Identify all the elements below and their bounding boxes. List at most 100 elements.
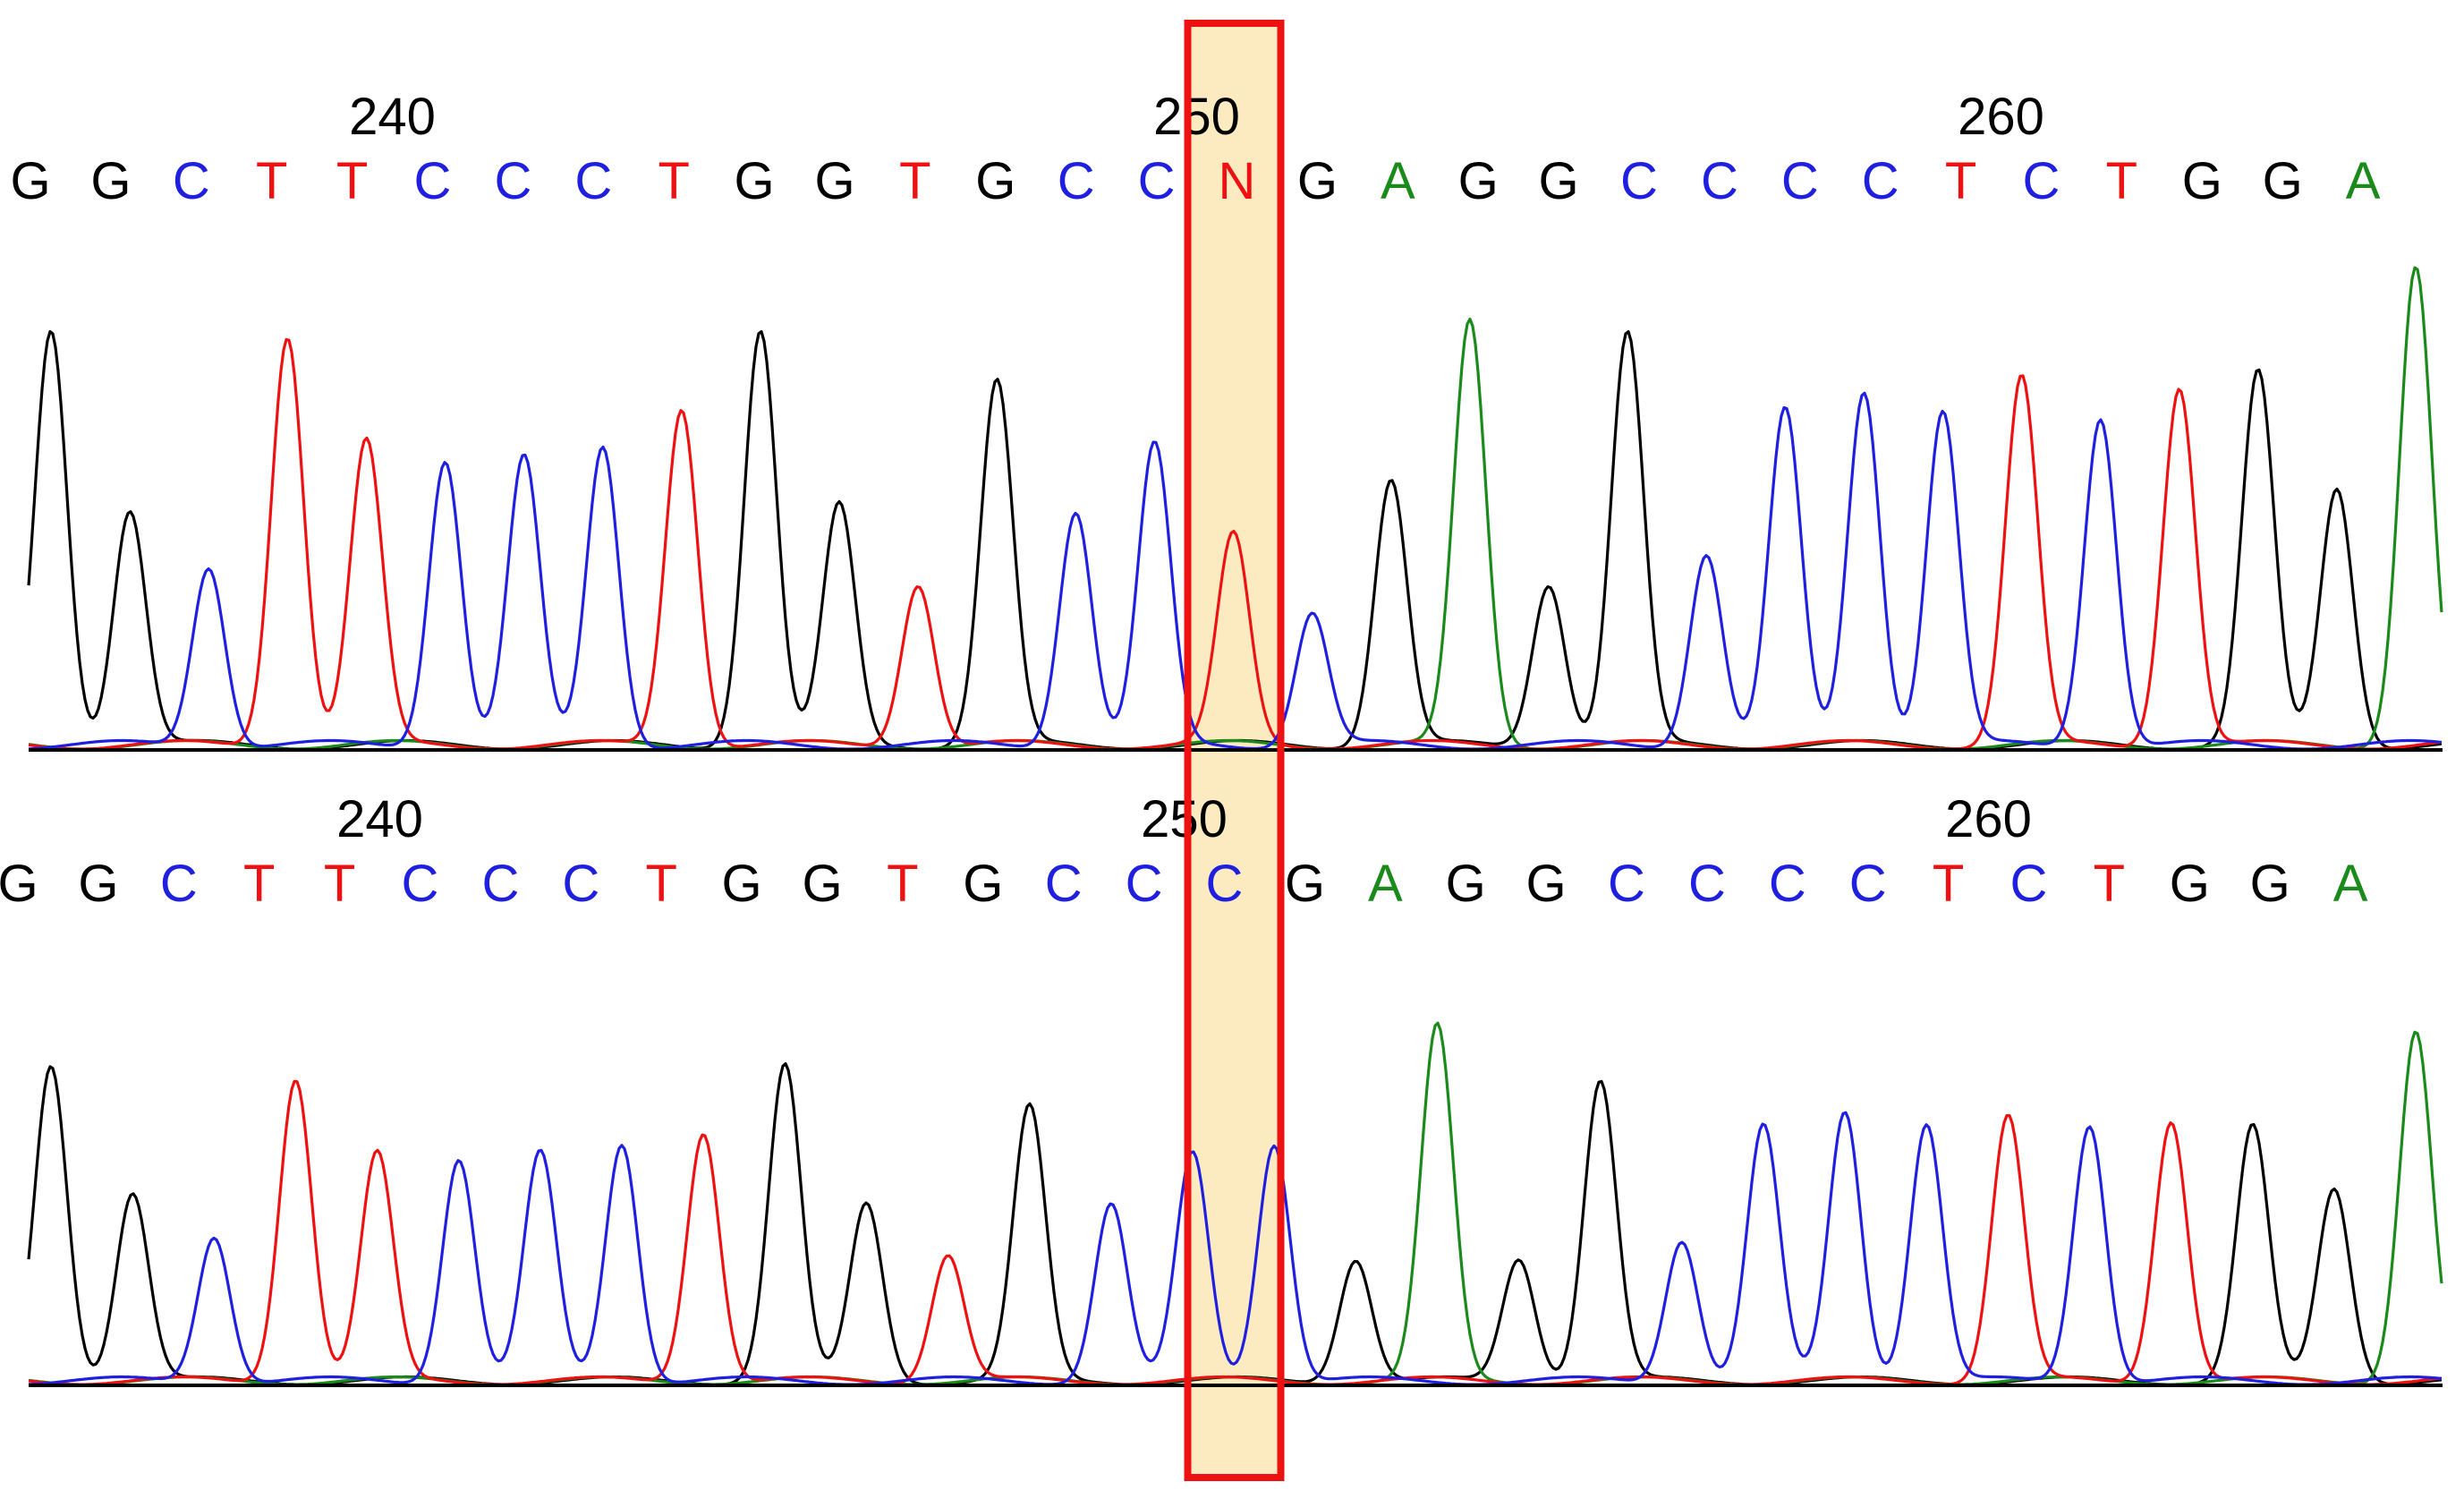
peak-20 xyxy=(1681,1242,1683,1244)
base-call-8: T xyxy=(645,855,676,913)
peak-22 xyxy=(1784,415,1786,417)
peak-19 xyxy=(1600,1085,1602,1086)
peak-4 xyxy=(377,1157,378,1159)
position-label-240: 240 xyxy=(336,790,423,848)
base-call-2: C xyxy=(160,855,198,913)
base-call-1: G xyxy=(90,152,131,210)
base-call-18: G xyxy=(1458,152,1499,210)
base-call-10: G xyxy=(802,855,842,913)
peak-0 xyxy=(50,1069,52,1070)
peak-29 xyxy=(2415,1035,2417,1036)
peak-24 xyxy=(1941,415,1943,417)
base-call-11: T xyxy=(887,855,918,913)
peak-23 xyxy=(1863,394,1865,396)
trace-c xyxy=(28,391,2443,751)
peak-30 xyxy=(2415,270,2417,272)
base-call-24: T xyxy=(1933,855,1964,913)
peak-17 xyxy=(1436,1030,1438,1032)
base-call-5: C xyxy=(402,855,439,913)
peak-4 xyxy=(365,446,367,447)
base-call-24: T xyxy=(1945,152,1976,210)
peak-15 xyxy=(1273,1146,1275,1147)
peak-27 xyxy=(2252,1130,2254,1132)
base-call-27: G xyxy=(2170,855,2210,913)
trace-t xyxy=(28,1079,2443,1386)
peak-19 xyxy=(1548,586,1550,588)
peak-12 xyxy=(1029,1111,1031,1113)
base-call-25: C xyxy=(2010,855,2048,913)
peak-6 xyxy=(523,463,525,464)
base-call-17: A xyxy=(1368,855,1403,913)
peak-3 xyxy=(294,1080,296,1082)
base-call-7: C xyxy=(574,152,612,210)
base-call-6: C xyxy=(494,152,531,210)
trace-t xyxy=(28,337,2443,751)
peak-15 xyxy=(1233,540,1235,541)
peak-26 xyxy=(2171,1123,2172,1125)
peak-27 xyxy=(2179,390,2180,392)
base-call-28: G xyxy=(2263,152,2303,210)
peak-2 xyxy=(208,569,209,571)
base-call-10: G xyxy=(814,152,854,210)
variant-highlight-border xyxy=(1184,20,1285,1481)
base-call-16: G xyxy=(1285,855,1325,913)
peak-28 xyxy=(2257,377,2259,379)
peak-29 xyxy=(2336,492,2338,494)
base-call-20: C xyxy=(1608,855,1645,913)
peak-26 xyxy=(2100,420,2102,422)
base-call-26: T xyxy=(2106,152,2137,210)
peak-22 xyxy=(1844,1115,1846,1117)
base-call-13: C xyxy=(1058,152,1095,210)
base-call-15: C xyxy=(1206,855,1244,913)
base-call-21: C xyxy=(1688,855,1726,913)
base-call-4: T xyxy=(336,152,368,210)
peak-14 xyxy=(1192,1157,1194,1159)
position-label-260: 260 xyxy=(1945,790,2032,848)
base-call-29: A xyxy=(2346,152,2381,210)
peak-24 xyxy=(2007,1119,2009,1120)
base-call-5: C xyxy=(414,152,452,210)
peak-1 xyxy=(129,514,131,515)
peak-20 xyxy=(1627,338,1628,340)
peak-16 xyxy=(1355,1261,1356,1263)
peak-9 xyxy=(760,334,761,336)
base-call-22: C xyxy=(1781,152,1819,210)
base-call-7: C xyxy=(562,855,599,913)
peak-18 xyxy=(1469,326,1471,328)
base-call-29: A xyxy=(2333,855,2368,913)
peak-6 xyxy=(540,1157,541,1159)
base-call-18: G xyxy=(1446,855,1486,913)
base-call-23: C xyxy=(1862,152,1899,210)
peak-16 xyxy=(1312,617,1313,618)
peak-23 xyxy=(1925,1127,1927,1129)
peak-21 xyxy=(1763,1130,1764,1132)
base-call-9: G xyxy=(722,855,762,913)
base-call-25: C xyxy=(2023,152,2060,210)
base-call-11: T xyxy=(899,152,930,210)
base-call-0: G xyxy=(10,152,50,210)
peak-13 xyxy=(1110,1207,1112,1209)
base-call-14: C xyxy=(1138,152,1176,210)
peak-17 xyxy=(1390,484,1392,486)
peak-21 xyxy=(1705,557,1707,558)
base-call-8: T xyxy=(658,152,689,210)
base-call-12: G xyxy=(975,152,1015,210)
base-call-19: G xyxy=(1526,855,1567,913)
position-label-250: 250 xyxy=(1153,88,1240,146)
base-call-1: G xyxy=(78,855,118,913)
base-call-21: C xyxy=(1701,152,1738,210)
base-call-15: N xyxy=(1219,152,1256,210)
peak-11 xyxy=(917,586,919,588)
base-call-16: G xyxy=(1297,152,1338,210)
base-call-3: T xyxy=(243,855,275,913)
peak-7 xyxy=(621,1146,623,1147)
base-call-0: G xyxy=(0,855,38,913)
peak-2 xyxy=(213,1239,215,1240)
base-call-6: C xyxy=(481,855,519,913)
base-call-9: G xyxy=(735,152,775,210)
base-call-12: G xyxy=(963,855,1003,913)
peak-8 xyxy=(681,411,683,413)
peak-13 xyxy=(1075,514,1076,515)
